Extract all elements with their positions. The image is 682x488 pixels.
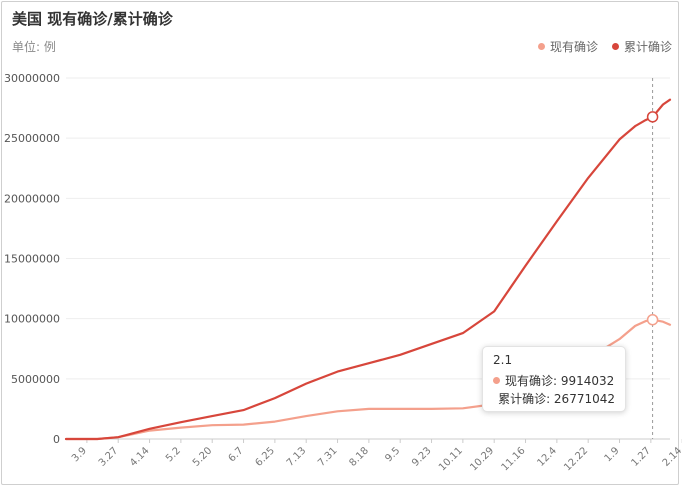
- x-tick-label: 7.31: [316, 445, 340, 469]
- tooltip-text-cumulative: 累计确诊: 26771042: [498, 391, 615, 406]
- y-tick-label: 10000000: [4, 313, 60, 326]
- x-tick-label: 5.2: [164, 445, 183, 464]
- tooltip-row-cumulative: 累计确诊: 26771042: [493, 389, 615, 407]
- x-tick-label: 3.27: [97, 445, 121, 469]
- x-tick-label: 9.5: [383, 445, 402, 464]
- hover-point-active: [646, 313, 659, 326]
- x-tick-label: 7.13: [285, 445, 309, 469]
- legend-dot-cumulative: [611, 43, 619, 50]
- unit-label: 单位: 例: [12, 40, 56, 54]
- series-line-active: [64, 318, 672, 441]
- x-tick-label: 12.4: [535, 445, 559, 469]
- legend-dot-active: [537, 43, 545, 50]
- x-tick-label: 5.20: [191, 445, 215, 469]
- x-tick-label: 10.11: [437, 445, 465, 473]
- chart-title: 美国 现有确诊/累计确诊: [12, 10, 173, 28]
- tooltip-title: 2.1: [493, 353, 513, 367]
- y-tick-label: 0: [53, 433, 60, 446]
- x-tick-label: 9.23: [410, 445, 434, 469]
- tooltip: 2.1 现有确诊: 9914032 累计确诊: 26771042: [482, 346, 626, 412]
- x-tick-label: 4.14: [128, 445, 152, 469]
- x-tick-label: 12.22: [562, 445, 590, 473]
- y-tick-label: 5000000: [11, 373, 60, 386]
- x-tick-label: 11.16: [500, 445, 528, 473]
- y-tick-label: 20000000: [4, 192, 60, 205]
- x-tick-label: 8.18: [347, 445, 371, 469]
- legend-item-active[interactable]: 现有确诊: [537, 38, 598, 55]
- x-tick-label: 10.29: [468, 445, 496, 473]
- legend: 现有确诊 累计确诊: [537, 38, 672, 55]
- series-line-cumulative: [64, 98, 672, 441]
- legend-label-cumulative: 累计确诊: [623, 40, 672, 54]
- legend-label-active: 现有确诊: [549, 40, 598, 54]
- x-tick-label: 1.9: [603, 445, 622, 464]
- x-tick-label: 2.14: [661, 445, 682, 469]
- hover-point-cumulative: [646, 111, 659, 123]
- y-tick-label: 25000000: [4, 132, 60, 145]
- tooltip-row-active: 现有确诊: 9914032: [493, 371, 615, 389]
- x-tick-label: 6.25: [253, 445, 277, 469]
- x-tick-label: 1.27: [629, 445, 653, 469]
- tooltip-text-active: 现有确诊: 9914032: [505, 373, 615, 388]
- y-tick-label: 15000000: [4, 253, 60, 266]
- x-tick-label: 6.7: [227, 445, 246, 464]
- x-tick-label: 3.9: [70, 445, 89, 464]
- tooltip-dot-active: [493, 376, 500, 384]
- y-tick-label: 30000000: [4, 72, 60, 85]
- legend-item-cumulative[interactable]: 累计确诊: [611, 38, 672, 55]
